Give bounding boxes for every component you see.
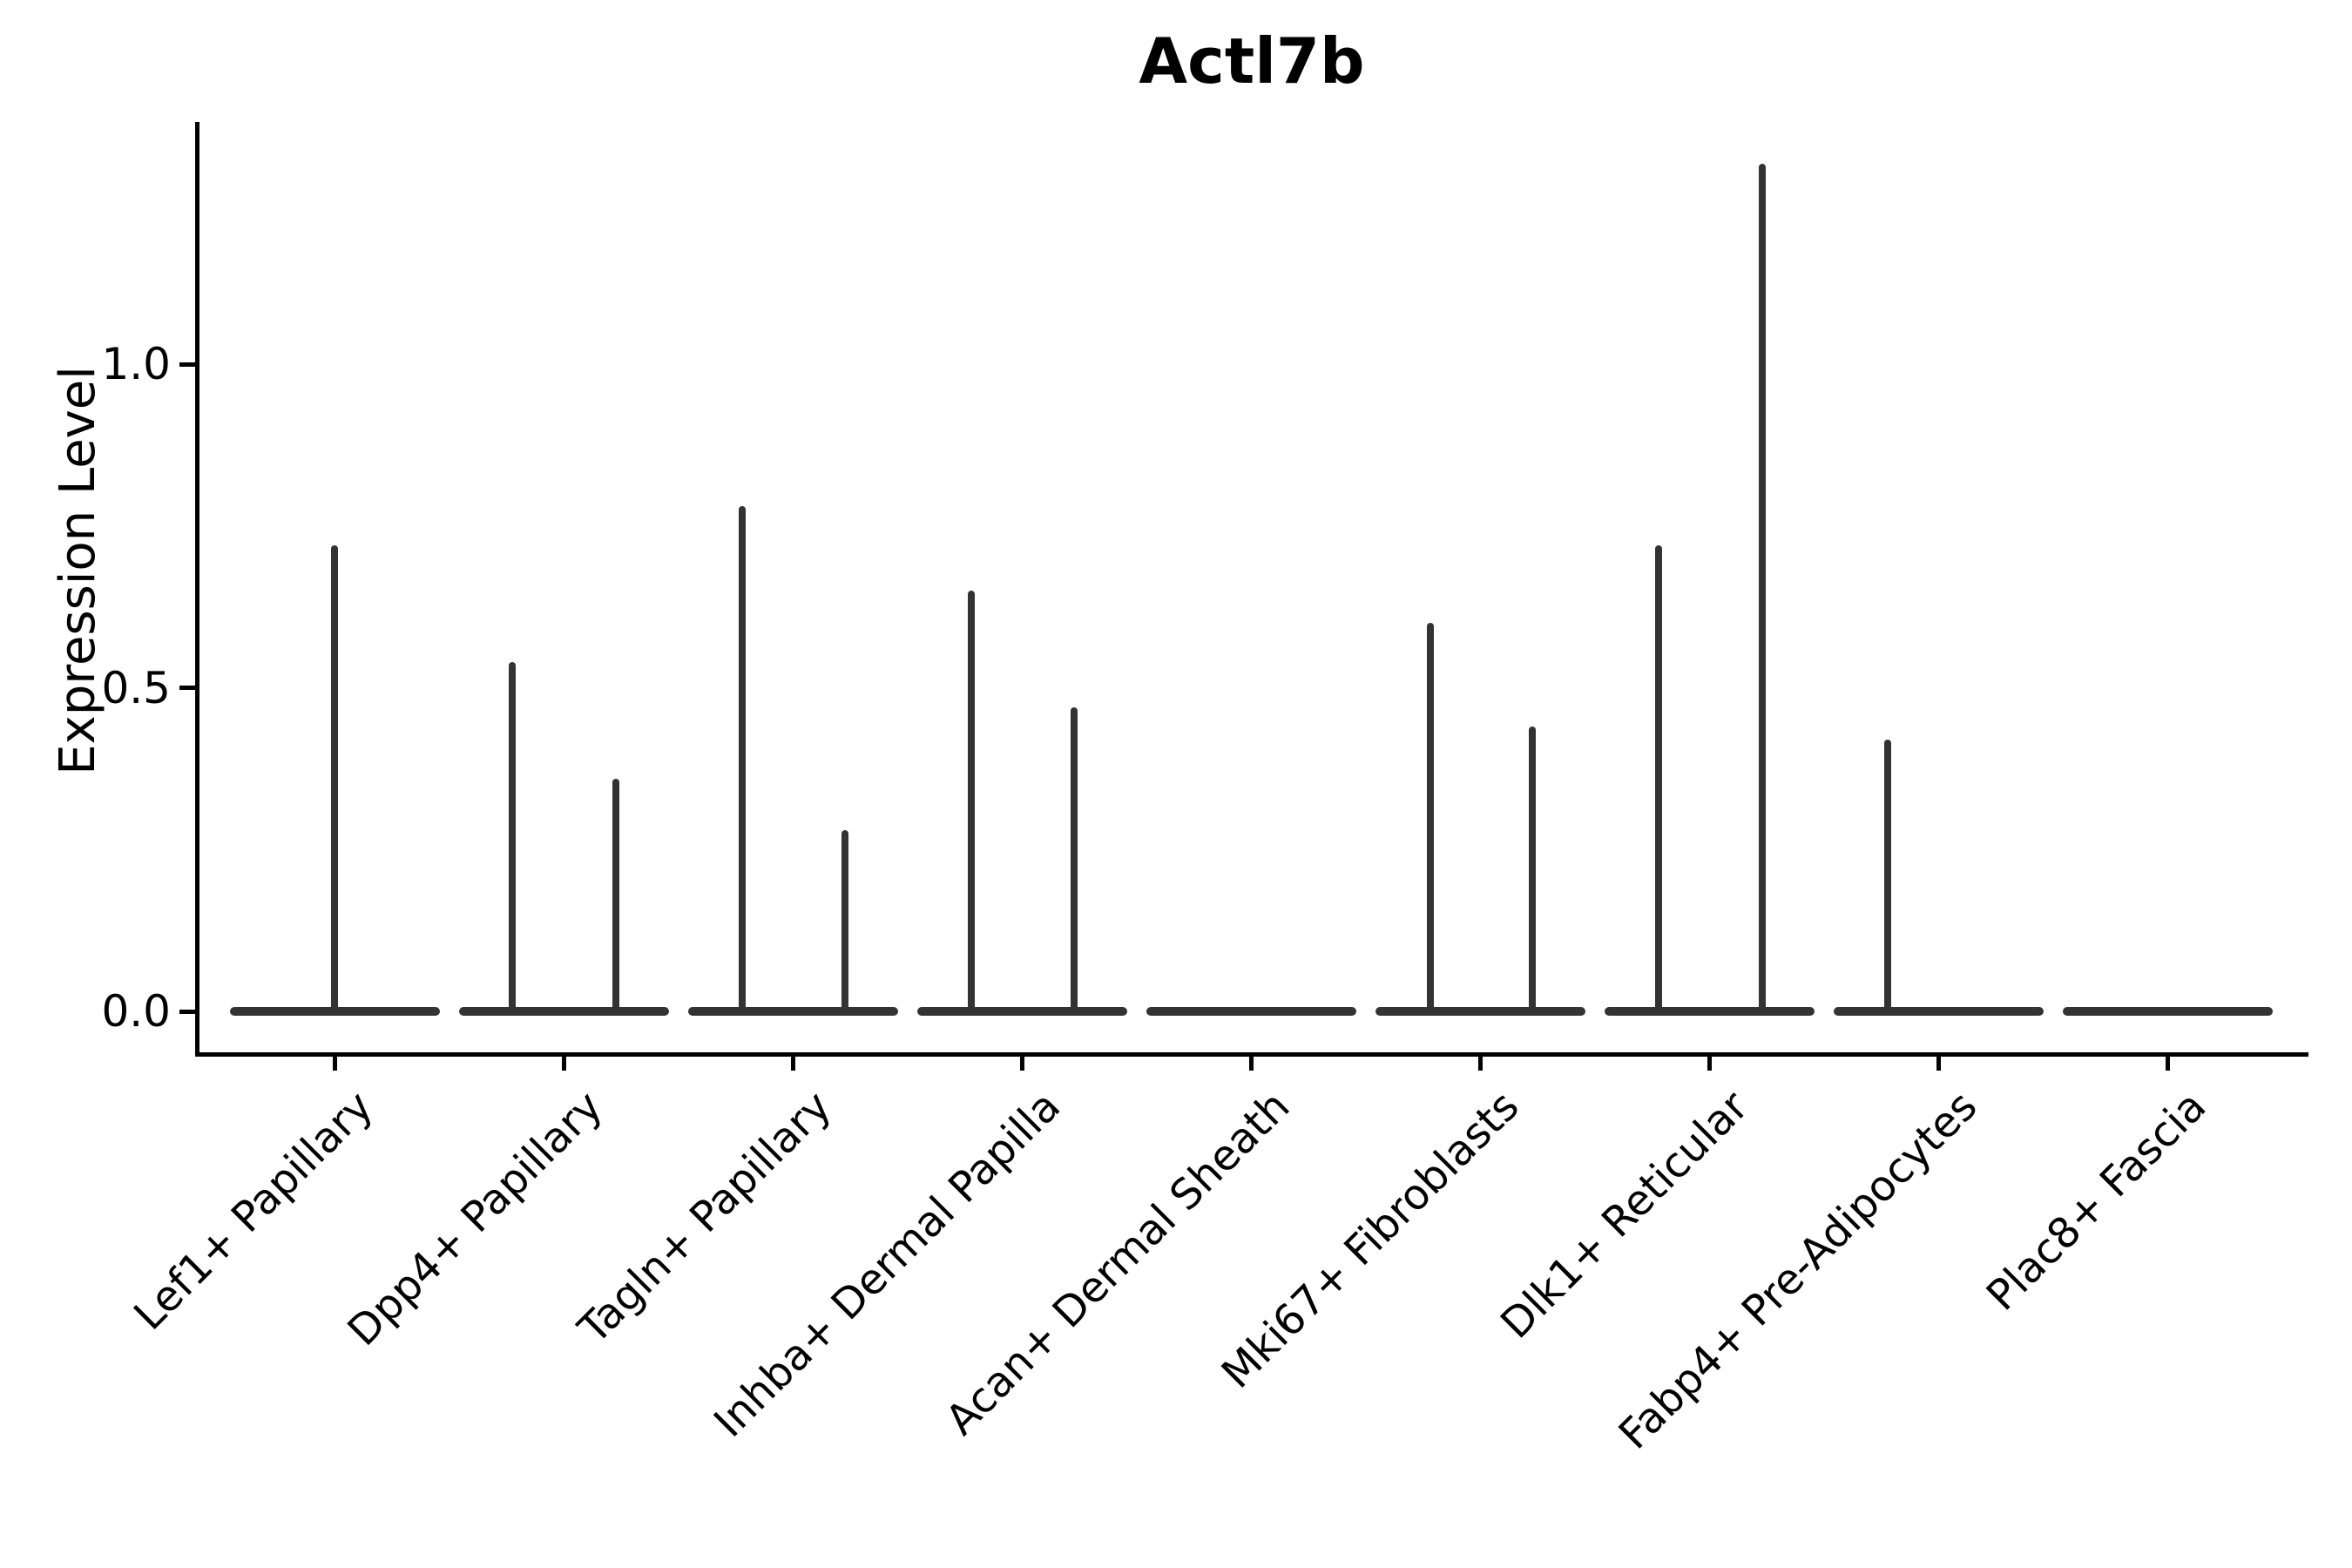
y-axis-spine bbox=[195, 122, 199, 1057]
violin-body bbox=[1375, 1007, 1585, 1016]
y-tick-label: 0.0 bbox=[101, 986, 171, 1037]
x-tick-mark bbox=[332, 1057, 337, 1071]
violin-tail bbox=[1529, 727, 1536, 1015]
violin-tail bbox=[331, 545, 338, 1015]
violin-tail bbox=[968, 591, 975, 1015]
violin-tail bbox=[1071, 706, 1078, 1015]
x-tick-label: Plac8+ Fascia bbox=[1977, 1081, 2216, 1321]
x-tick-label: Dpp4+ Papillary bbox=[338, 1081, 612, 1355]
violin-body bbox=[1604, 1007, 1815, 1016]
y-tick-label: 0.5 bbox=[101, 662, 171, 713]
x-tick-mark bbox=[1248, 1057, 1254, 1071]
y-tick-mark bbox=[179, 362, 195, 367]
y-tick-label: 1.0 bbox=[101, 339, 171, 389]
violin-body bbox=[916, 1007, 1127, 1016]
violin-body bbox=[1833, 1007, 2044, 1016]
violin-tail bbox=[1884, 739, 1891, 1015]
y-tick-mark bbox=[179, 1009, 195, 1014]
violin-body bbox=[1146, 1007, 1356, 1016]
x-tick-mark bbox=[1477, 1057, 1483, 1071]
violin-tail bbox=[1759, 163, 1766, 1015]
violin-tail bbox=[612, 778, 619, 1015]
x-tick-label: Dlk1+ Reticular bbox=[1490, 1081, 1758, 1348]
violin-tail bbox=[1655, 545, 1662, 1015]
violin-body bbox=[687, 1007, 898, 1016]
violin-body bbox=[2062, 1007, 2273, 1016]
plot-title: Actl7b bbox=[1139, 24, 1365, 98]
violin-tail bbox=[1427, 623, 1434, 1015]
x-tick-label: Tagln+ Papillary bbox=[569, 1081, 841, 1354]
x-tick-mark bbox=[1019, 1057, 1024, 1071]
x-tick-label: Lef1+ Papillary bbox=[125, 1081, 383, 1340]
y-axis-label: Expression Level bbox=[50, 366, 106, 775]
y-tick-mark bbox=[179, 686, 195, 690]
violin-tail bbox=[509, 661, 516, 1015]
violin-body bbox=[458, 1007, 669, 1016]
violin-tail bbox=[841, 829, 848, 1015]
x-tick-mark bbox=[561, 1057, 566, 1071]
x-tick-mark bbox=[2165, 1057, 2170, 1071]
x-tick-mark bbox=[790, 1057, 795, 1071]
x-tick-mark bbox=[1936, 1057, 1941, 1071]
violin-tail bbox=[739, 506, 746, 1015]
x-axis-spine bbox=[195, 1052, 2308, 1057]
x-tick-mark bbox=[1707, 1057, 1712, 1071]
